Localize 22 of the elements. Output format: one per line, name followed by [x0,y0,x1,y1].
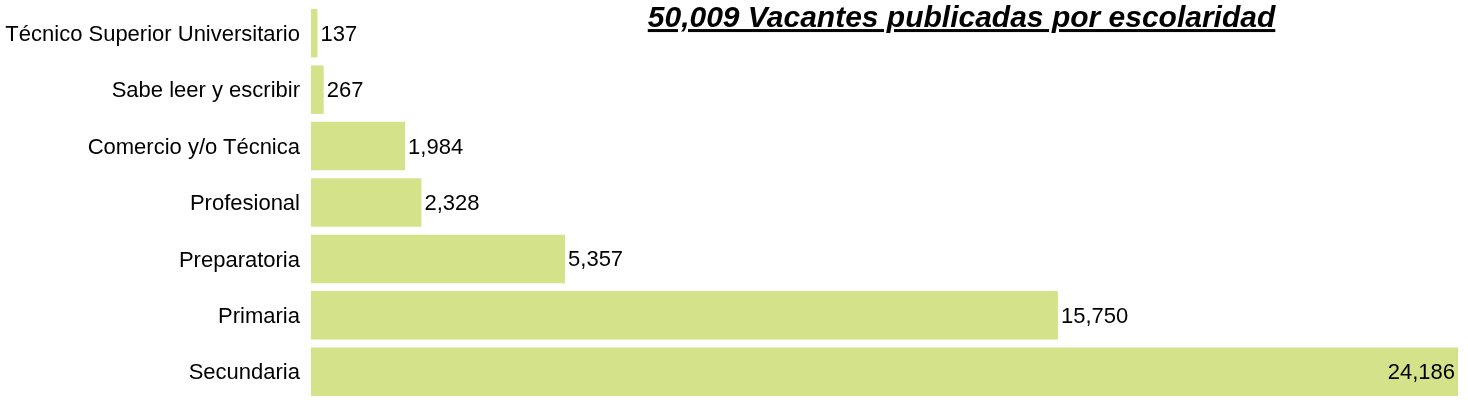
y-tick-label: Primaria [218,303,301,329]
data-label: 1,984 [408,133,464,159]
y-tick-label: Comercio y/o Técnica [87,133,301,159]
data-label: 24,186 [1387,359,1455,385]
bar [311,8,318,58]
bar [311,65,324,114]
data-label: 137 [320,20,358,46]
y-tick-label: Sabe leer y escribir [111,77,300,103]
bar [311,347,1458,397]
y-tick-label: Profesional [189,190,300,216]
data-label: 15,750 [1060,302,1129,328]
chart-title: 50,009 Vacantes publicadas por escolaridad [647,0,1276,34]
data-label: 5,357 [568,246,624,272]
y-tick-label: Preparatoria [178,246,301,272]
bar [311,234,566,284]
bar [311,121,406,171]
bar [311,291,1058,340]
data-label: 267 [326,77,364,103]
bar [311,178,422,227]
y-tick-label: Técnico Superior Universitario [5,20,300,46]
data-label: 2,328 [424,190,480,215]
y-tick-label: Secundaria [188,359,301,385]
